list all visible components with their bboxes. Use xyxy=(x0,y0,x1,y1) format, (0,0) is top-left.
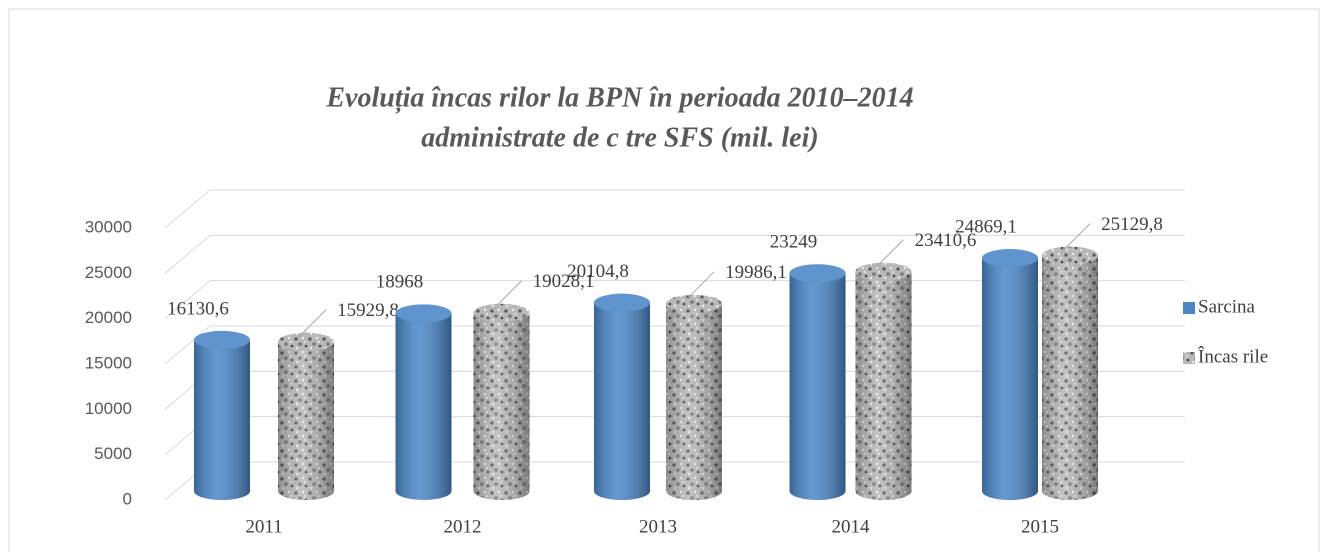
y-tick-label: 0 xyxy=(123,489,132,508)
bar xyxy=(594,293,650,500)
data-label: 25129,8 xyxy=(1101,214,1163,235)
chart-border xyxy=(8,8,1320,552)
chart-title: administrate de c tre SFS (mil. lei) xyxy=(421,122,818,153)
legend-label: Încas rile xyxy=(1198,345,1268,367)
y-tick-label: 15000 xyxy=(85,353,132,372)
x-tick-label: 2012 xyxy=(444,516,482,537)
y-tick-label: 10000 xyxy=(85,399,132,418)
legend-swatch xyxy=(1183,302,1195,314)
data-label: 16130,6 xyxy=(167,298,229,319)
bar xyxy=(666,294,722,500)
leader-line xyxy=(1061,223,1091,252)
grid-line xyxy=(164,234,1185,274)
data-label: 24869,1 xyxy=(955,216,1017,237)
bar xyxy=(982,249,1038,500)
bar xyxy=(473,303,530,500)
leader-line xyxy=(493,280,522,310)
y-tick-label: 20000 xyxy=(85,308,132,327)
leader-line xyxy=(875,239,904,269)
bar xyxy=(1042,246,1098,500)
data-label: 23410,6 xyxy=(915,230,977,251)
bar xyxy=(194,330,250,500)
bar xyxy=(395,304,452,500)
data-label: 18968 xyxy=(376,272,424,293)
y-tick-label: 25000 xyxy=(85,263,132,282)
x-tick-label: 2011 xyxy=(245,516,282,537)
data-label: 20104,8 xyxy=(567,261,629,282)
data-label: 19028,1 xyxy=(533,271,595,292)
data-label: 19986,1 xyxy=(725,262,787,283)
grid-line xyxy=(164,189,1185,229)
bar xyxy=(855,262,912,500)
chart-title: Evoluția încas rilor la BPN în perioada … xyxy=(325,82,913,113)
y-tick-label: 30000 xyxy=(85,217,132,236)
legend-label: Sarcina xyxy=(1198,296,1256,317)
leader-line xyxy=(685,271,715,301)
y-tick-label: 5000 xyxy=(94,444,132,463)
leader-line xyxy=(297,309,327,339)
data-label: 15929,8 xyxy=(337,300,399,321)
bar xyxy=(789,264,846,500)
legend-swatch xyxy=(1183,352,1195,364)
data-label: 23249 xyxy=(770,232,818,253)
x-tick-label: 2013 xyxy=(639,516,677,537)
x-tick-label: 2014 xyxy=(832,516,871,537)
x-tick-label: 2015 xyxy=(1021,516,1059,537)
bar xyxy=(278,332,334,500)
